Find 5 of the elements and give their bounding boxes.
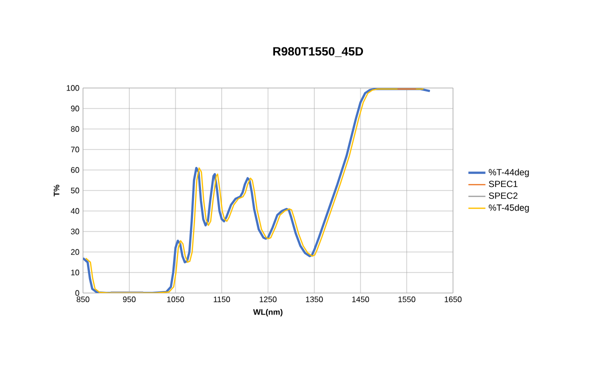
legend-label: SPEC2 (488, 192, 518, 199)
legend-label: %T-44deg (488, 168, 529, 178)
chart-title: R980T1550_45D (273, 47, 364, 57)
legend-label: %T-45deg (488, 204, 529, 213)
legend-label: SPEC1 (488, 180, 518, 188)
